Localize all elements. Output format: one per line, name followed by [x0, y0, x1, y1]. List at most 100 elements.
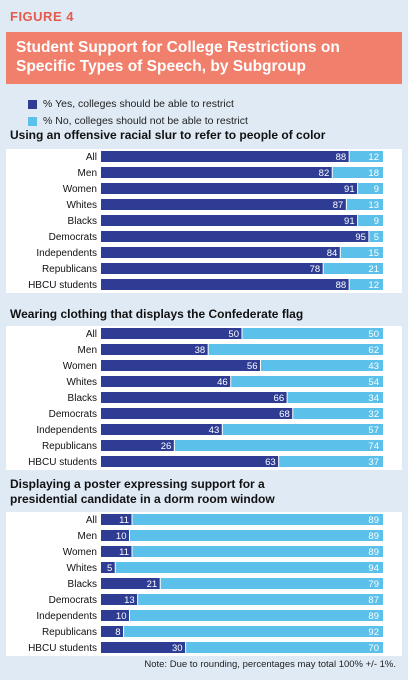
- category-label: Whites: [66, 563, 97, 574]
- value-label-yes: 87: [333, 200, 344, 211]
- value-label-no: 9: [374, 184, 379, 195]
- bar-divider: [137, 594, 139, 605]
- bar-yes: [101, 199, 347, 210]
- bar-divider: [260, 360, 262, 371]
- bar-no: [357, 183, 383, 194]
- bar-yes: [101, 578, 161, 589]
- chart-area-3: All 11 89 Men 10 89 Women 11 89 Whites 5 94 Blacks 21…: [6, 512, 402, 656]
- chart-area-1: All 88 12 Men 82 18 Women 91 9 Whites 87 13 Blacks 91…: [6, 149, 402, 293]
- legend-item-no: % No, colleges should not be able to res…: [28, 113, 248, 129]
- category-label: Men: [78, 531, 97, 542]
- bar-no: [368, 231, 383, 242]
- category-label: Blacks: [68, 393, 97, 404]
- bar-divider: [278, 456, 280, 467]
- category-label: HBCU students: [28, 280, 97, 291]
- bar-divider: [348, 279, 350, 290]
- category-label: HBCU students: [28, 643, 97, 654]
- bar-no: [132, 546, 383, 557]
- section-title-3: Displaying a poster expressing support f…: [10, 477, 275, 506]
- category-label: Women: [63, 184, 97, 195]
- bar-divider: [230, 376, 232, 387]
- category-label: Women: [63, 547, 97, 558]
- value-label-yes: 10: [116, 531, 127, 542]
- value-label-yes: 88: [336, 280, 347, 291]
- category-label: Independents: [36, 425, 97, 436]
- category-label: Women: [63, 361, 97, 372]
- bar-yes: [101, 376, 231, 387]
- bar-divider: [185, 642, 187, 653]
- bar-no: [242, 328, 383, 339]
- value-label-no: 9: [374, 216, 379, 227]
- category-label: HBCU students: [28, 457, 97, 468]
- value-label-yes: 56: [247, 361, 258, 372]
- bar-divider: [357, 215, 359, 226]
- bar-divider: [357, 183, 359, 194]
- value-label-yes: 10: [116, 611, 127, 622]
- legend-swatch-yes: [28, 99, 37, 109]
- bar-divider: [173, 440, 175, 451]
- category-label: All: [86, 515, 97, 526]
- value-label-no: 57: [368, 425, 379, 436]
- value-label-no: 94: [368, 563, 379, 574]
- value-label-yes: 66: [274, 393, 285, 404]
- value-label-no: 21: [368, 264, 379, 275]
- value-label-no: 79: [368, 579, 379, 590]
- value-label-yes: 82: [319, 168, 330, 179]
- bar-no: [160, 578, 383, 589]
- value-label-no: 54: [368, 377, 379, 388]
- category-label: Blacks: [68, 579, 97, 590]
- value-label-yes: 21: [147, 579, 158, 590]
- category-label: Republicans: [42, 627, 97, 638]
- category-label: Whites: [66, 377, 97, 388]
- bar-yes: [101, 642, 186, 653]
- bar-no: [230, 376, 383, 387]
- category-label: Democrats: [49, 409, 97, 420]
- bar-yes: [101, 514, 133, 525]
- bar-no: [174, 440, 383, 451]
- bar-yes: [101, 263, 324, 274]
- legend: % Yes, colleges should be able to restri…: [28, 96, 248, 130]
- bar-yes: [101, 360, 261, 371]
- bar-divider: [241, 328, 243, 339]
- value-label-yes: 30: [172, 643, 183, 654]
- bar-no: [132, 514, 383, 525]
- category-label: Democrats: [49, 232, 97, 243]
- bar-divider: [123, 626, 125, 637]
- bar-divider: [339, 247, 341, 258]
- bar-divider: [128, 610, 130, 621]
- bar-yes: [101, 440, 175, 451]
- section-title-1: Using an offensive racial slur to refer …: [10, 128, 326, 142]
- value-label-yes: 91: [344, 184, 355, 195]
- bar-yes: [101, 247, 341, 258]
- bar-yes: [101, 183, 358, 194]
- value-label-no: 70: [368, 643, 379, 654]
- value-label-yes: 43: [209, 425, 220, 436]
- bar-no: [129, 610, 383, 621]
- bar-no: [208, 344, 383, 355]
- value-label-yes: 11: [119, 515, 129, 526]
- bar-no: [137, 594, 383, 605]
- bar-yes: [101, 167, 333, 178]
- category-label: Men: [78, 345, 97, 356]
- value-label-yes: 68: [279, 409, 290, 420]
- value-label-no: 12: [368, 280, 379, 291]
- value-label-no: 62: [368, 345, 379, 356]
- bar-yes: [101, 392, 288, 403]
- value-label-yes: 88: [336, 152, 347, 163]
- chart-title: Student Support for College Restrictions…: [6, 32, 402, 84]
- bar-no: [346, 199, 383, 210]
- section-title-2: Wearing clothing that displays the Confe…: [10, 307, 304, 321]
- value-label-yes: 46: [217, 377, 228, 388]
- value-label-no: 18: [368, 168, 379, 179]
- value-label-no: 12: [368, 152, 379, 163]
- value-label-no: 89: [368, 547, 379, 558]
- category-label: Whites: [66, 200, 97, 211]
- value-label-no: 34: [368, 393, 379, 404]
- bar-divider: [348, 151, 350, 162]
- value-label-yes: 95: [355, 232, 366, 243]
- bar-divider: [345, 199, 347, 210]
- value-label-no: 92: [368, 627, 379, 638]
- value-label-yes: 63: [265, 457, 276, 468]
